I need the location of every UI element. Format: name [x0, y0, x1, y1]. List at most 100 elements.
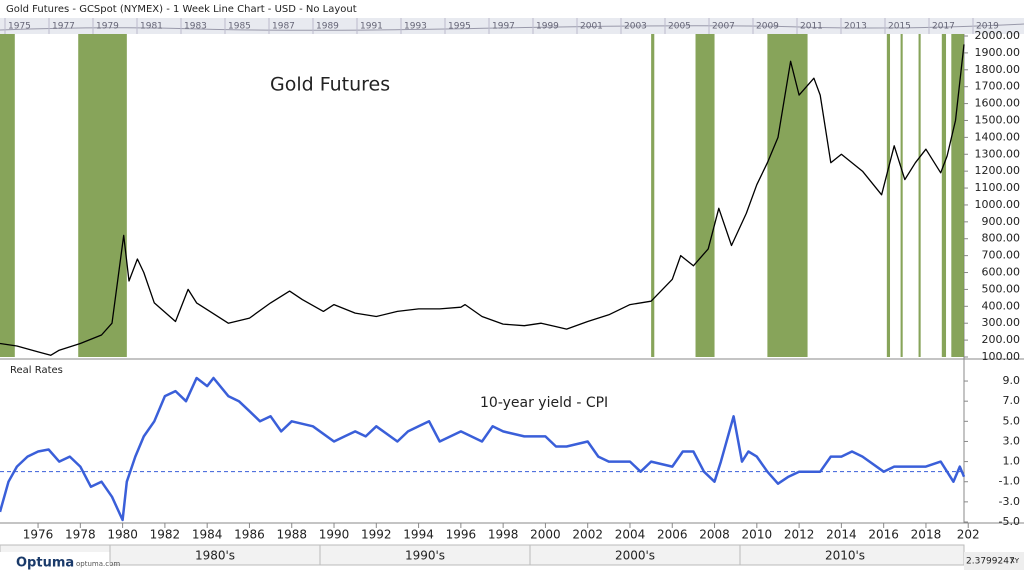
y-tick-label: -3.0: [999, 495, 1020, 508]
navigator-year: 1987: [272, 22, 295, 32]
navigator-year: 1979: [96, 22, 119, 32]
x-tick-label: 2004: [615, 528, 646, 542]
x-tick-label: 1982: [150, 528, 181, 542]
y-tick-label: 2000.00: [975, 29, 1021, 42]
x-tick-label: 1986: [234, 528, 265, 542]
x-tick-label: 1984: [192, 528, 223, 542]
annotation: Gold Futures: [270, 74, 390, 96]
x-tick-label: 202: [957, 528, 980, 542]
y-tick-label: 1800.00: [975, 63, 1021, 76]
y-tick-label: 1300.00: [975, 147, 1021, 160]
navigator-year: 2013: [844, 22, 867, 32]
footer-value: 2.3799247: [966, 557, 1015, 567]
x-tick-label: 1990: [319, 528, 350, 542]
logo-box: [0, 552, 110, 572]
x-tick-label: 2012: [784, 528, 815, 542]
y-tick-label: 100.00: [982, 350, 1021, 363]
shaded-band: [0, 34, 15, 357]
navigator-year: 1997: [492, 22, 515, 32]
footer-mode: XY: [1010, 557, 1020, 565]
shaded-band: [900, 34, 903, 357]
navigator-year: 1993: [404, 22, 427, 32]
logo: Optuma: [16, 556, 74, 571]
shaded-band: [951, 34, 964, 357]
decade-label: 2000's: [615, 549, 655, 563]
y-tick-label: 1400.00: [975, 130, 1021, 143]
navigator-year: 2003: [624, 22, 647, 32]
y-tick-label: 300.00: [982, 316, 1021, 329]
panel-label: Real Rates: [10, 365, 63, 376]
header-title: Gold Futures - GCSpot (NYMEX) - 1 Week L…: [6, 4, 357, 15]
navigator-year: 2007: [712, 22, 735, 32]
x-tick-label: 2002: [572, 528, 603, 542]
shaded-band: [651, 34, 655, 357]
x-tick-label: 2006: [657, 528, 688, 542]
navigator-year: 1977: [52, 22, 75, 32]
url: optuma.com: [76, 560, 120, 568]
y-tick-label: 1900.00: [975, 46, 1021, 59]
decade-label: 1990's: [405, 549, 445, 563]
navigator-year: 1983: [184, 22, 207, 32]
x-tick-label: 2018: [911, 528, 942, 542]
y-tick-label: 600.00: [982, 266, 1021, 279]
y-tick-label: 1000.00: [975, 198, 1021, 211]
navigator-year: 2009: [756, 22, 779, 32]
y-tick-label: -5.0: [999, 515, 1020, 528]
x-tick-label: 1996: [446, 528, 477, 542]
y-tick-label: 1700.00: [975, 80, 1021, 93]
x-tick-label: 2000: [530, 528, 561, 542]
navigator-year: 2001: [580, 22, 603, 32]
navigator-line: [0, 23, 1024, 31]
navigator-year: 2005: [668, 22, 691, 32]
navigator-year: 1999: [536, 22, 559, 32]
navigator-year: 2017: [932, 22, 955, 32]
y-tick-label: -1.0: [999, 475, 1020, 488]
navigator-year: 2019: [976, 22, 999, 32]
x-tick-label: 1998: [488, 528, 519, 542]
navigator-year: 1975: [8, 22, 31, 32]
y-tick-label: 9.0: [1003, 374, 1021, 387]
navigator-year: 1995: [448, 22, 471, 32]
data-line: [0, 44, 965, 356]
y-tick-label: 500.00: [982, 282, 1021, 295]
y-tick-label: 1.0: [1003, 455, 1021, 468]
x-tick-label: 2010: [742, 528, 773, 542]
shaded-band: [886, 34, 891, 357]
y-tick-label: 3.0: [1003, 434, 1021, 447]
x-tick-label: 1978: [65, 528, 96, 542]
y-tick-label: 5.0: [1003, 414, 1021, 427]
shaded-band: [78, 34, 127, 357]
x-tick-label: 2008: [699, 528, 730, 542]
decade-label: 1980's: [195, 549, 235, 563]
shaded-band: [918, 34, 921, 357]
x-tick-label: 1988: [276, 528, 307, 542]
x-tick-label: 2014: [826, 528, 857, 542]
shaded-band: [767, 34, 808, 357]
navigator-year: 1991: [360, 22, 383, 32]
navigator-year: 1985: [228, 22, 251, 32]
shaded-band: [695, 34, 715, 357]
y-tick-label: 800.00: [982, 232, 1021, 245]
x-tick-label: 1994: [403, 528, 434, 542]
data-line: [0, 376, 966, 522]
value-box: [964, 552, 1024, 570]
y-tick-label: 1600.00: [975, 97, 1021, 110]
annotation: 10-year yield - CPI: [480, 395, 608, 411]
y-tick-label: 1100.00: [975, 181, 1021, 194]
y-tick-label: 7.0: [1003, 394, 1021, 407]
y-tick-label: 200.00: [982, 333, 1021, 346]
navigator-year: 2011: [800, 22, 823, 32]
decade-label: 2010's: [825, 549, 865, 563]
navigator-year: 2015: [888, 22, 911, 32]
navigator-year: 1989: [316, 22, 339, 32]
y-tick-label: 700.00: [982, 249, 1021, 262]
y-tick-label: 400.00: [982, 299, 1021, 312]
y-tick-label: 1200.00: [975, 164, 1021, 177]
x-tick-label: 2016: [868, 528, 899, 542]
shaded-band: [941, 34, 947, 357]
x-tick-label: 1992: [361, 528, 392, 542]
decade-bar: [0, 544, 965, 566]
